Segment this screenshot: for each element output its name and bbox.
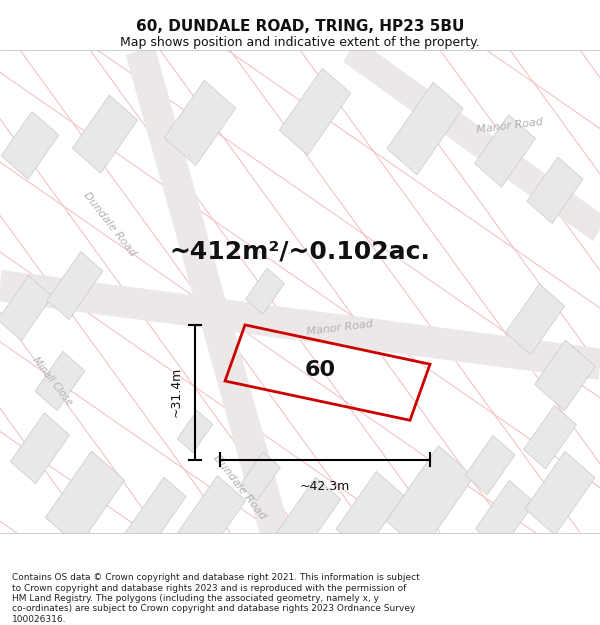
Polygon shape (47, 252, 103, 319)
Polygon shape (525, 451, 595, 535)
Polygon shape (174, 476, 246, 562)
Text: Manor Road: Manor Road (476, 118, 544, 136)
Polygon shape (527, 157, 583, 223)
Text: 60, DUNDALE ROAD, TRING, HP23 5BU: 60, DUNDALE ROAD, TRING, HP23 5BU (136, 19, 464, 34)
Polygon shape (475, 480, 535, 551)
Polygon shape (269, 477, 341, 566)
Polygon shape (505, 284, 565, 354)
Text: Map shows position and indicative extent of the property.: Map shows position and indicative extent… (120, 36, 480, 49)
Polygon shape (1, 111, 59, 179)
Polygon shape (164, 81, 236, 166)
Polygon shape (524, 406, 577, 469)
Polygon shape (535, 340, 595, 411)
Polygon shape (35, 351, 85, 411)
Polygon shape (125, 45, 289, 538)
Polygon shape (465, 436, 515, 495)
Polygon shape (239, 452, 280, 501)
Polygon shape (0, 270, 600, 380)
Polygon shape (124, 478, 186, 554)
Polygon shape (177, 411, 213, 452)
Text: Minall Close: Minall Close (30, 355, 74, 407)
Polygon shape (475, 115, 535, 187)
Polygon shape (386, 446, 474, 552)
Polygon shape (245, 268, 284, 314)
Text: Dundale Road: Dundale Road (212, 454, 268, 522)
Polygon shape (73, 95, 137, 173)
Text: Dundale Road: Dundale Road (82, 190, 138, 258)
Text: 60: 60 (304, 360, 335, 380)
Text: Manor Road: Manor Road (306, 319, 374, 338)
Text: Contains OS data © Crown copyright and database right 2021. This information is : Contains OS data © Crown copyright and d… (12, 573, 420, 624)
Polygon shape (387, 82, 463, 175)
Text: ~31.4m: ~31.4m (170, 367, 183, 418)
Polygon shape (343, 38, 600, 241)
Text: ~412m²/~0.102ac.: ~412m²/~0.102ac. (170, 240, 430, 264)
Polygon shape (46, 451, 125, 546)
Polygon shape (0, 276, 52, 341)
Polygon shape (336, 471, 404, 553)
Polygon shape (10, 413, 70, 484)
Text: ~42.3m: ~42.3m (300, 480, 350, 492)
Polygon shape (279, 68, 351, 155)
